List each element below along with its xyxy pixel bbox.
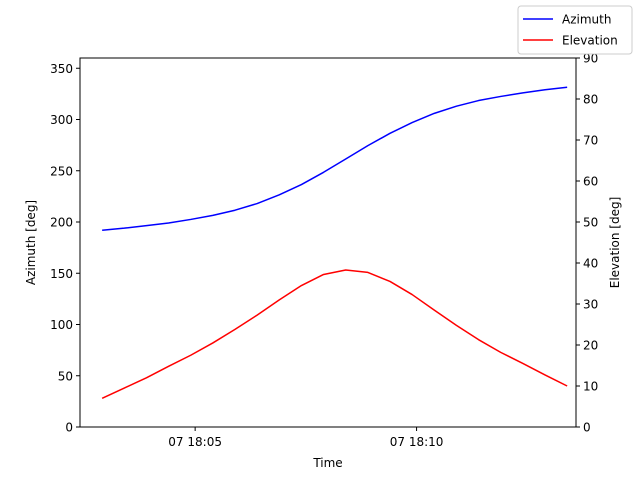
y-right-tick-label: 90 <box>583 52 598 66</box>
y-right-tick-label: 40 <box>583 257 598 271</box>
y-left-tick-label: 100 <box>50 318 73 332</box>
y-left-tick-label: 350 <box>50 62 73 76</box>
legend-label-azimuth: Azimuth <box>562 13 611 27</box>
axes-layer <box>79 57 577 428</box>
legend-box <box>517 5 633 55</box>
y-left-tick-label: 0 <box>65 421 73 435</box>
ticks-layer: 0 50 100 150 200 250 300 350 0 10 20 30 40 50 60 70 80 90… <box>50 52 598 450</box>
y-right-tick-label: 70 <box>583 134 598 148</box>
y-right-tick-label: 50 <box>583 216 598 230</box>
y-right-tick-label: 20 <box>583 339 598 353</box>
y-right-tick-label: 30 <box>583 298 598 312</box>
y-left-tick-label: 250 <box>50 164 73 178</box>
y-left-tick-label: 150 <box>50 267 73 281</box>
series-layer <box>101 86 568 399</box>
y-axis-label-left: Azimuth [deg] <box>24 200 38 285</box>
series-line-elevation <box>101 269 568 399</box>
x-tick-label: 07 18:05 <box>168 435 222 449</box>
y-right-tick-label: 10 <box>583 380 598 394</box>
y-left-tick-label: 200 <box>50 216 73 230</box>
y-right-tick-label: 0 <box>583 421 591 435</box>
y-left-tick-label: 50 <box>58 369 73 383</box>
y-right-tick-label: 80 <box>583 93 598 107</box>
plot-frame <box>79 57 577 428</box>
y-axis-label-right: Elevation [deg] <box>608 197 622 289</box>
x-tick-label: 07 18:10 <box>390 435 444 449</box>
y-left-tick-label: 300 <box>50 113 73 127</box>
legend: Azimuth Elevation <box>517 5 633 55</box>
legend-label-elevation: Elevation <box>562 34 618 48</box>
x-axis-label: Time <box>312 456 342 470</box>
y-right-tick-label: 60 <box>583 175 598 189</box>
series-line-azimuth <box>102 86 568 231</box>
